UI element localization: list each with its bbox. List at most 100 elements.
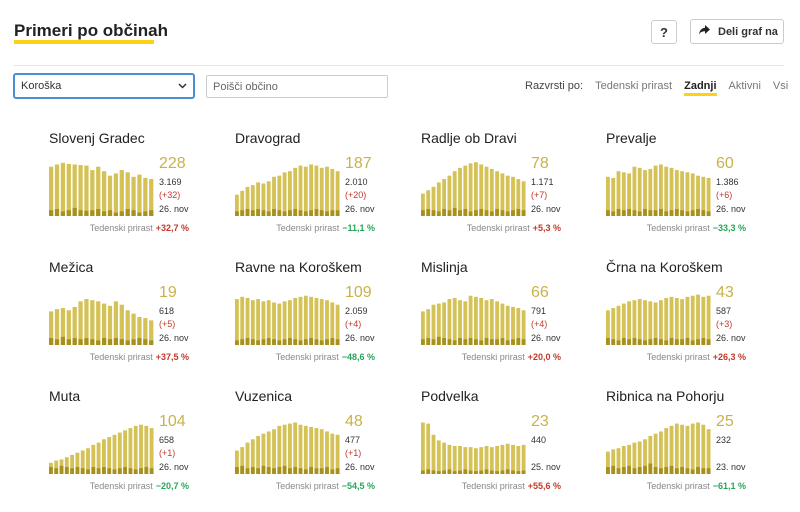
sparkline-bar-chart [235,295,340,345]
weekly-growth-label: Tedenski prirast [89,223,153,233]
bar [335,171,340,216]
bar-new-cases [256,468,261,474]
daily-change: (+6) [716,190,733,200]
municipality-card[interactable]: Prevalje 60 1.386 (+6) 26. nov Tedenski prira… [606,130,776,240]
bar-new-cases [149,210,154,216]
bar [484,446,489,474]
sparkline-bar-chart [421,422,526,474]
bar-new-cases [627,209,632,216]
bar [250,439,255,474]
bar [256,299,261,345]
bar-new-cases [282,211,287,216]
municipality-card[interactable]: Mislinja 66 791 (+4) 26. nov Tedenski prirast… [421,259,591,369]
bar [690,423,695,474]
bar [123,430,128,474]
municipality-card[interactable]: Mežica 19 618 (+5) 26. nov Tedenski prirast +3… [49,259,219,369]
bar-new-cases [690,210,695,216]
bar-new-cases [479,340,484,345]
municipality-card[interactable]: Slovenj Gradec 228 3.169 (+32) 26. nov Tedens… [49,130,219,240]
bar-new-cases [452,207,457,216]
bar-new-cases [500,210,505,216]
bar [245,186,250,216]
bar [458,300,462,345]
weekly-growth: Tedenski prirast +37,5 % [90,352,189,362]
help-button[interactable]: ? [651,20,677,44]
bar-new-cases [511,210,515,216]
total-cases: 2.010 [345,177,368,187]
bar-new-cases [54,209,60,216]
bar [119,170,124,216]
bar [288,300,292,345]
bar-new-cases [240,465,245,474]
bar [330,302,335,345]
bar [426,423,431,474]
bar [272,429,276,474]
bar [277,425,282,474]
bar [611,177,616,216]
last-update-date: 25. nov [531,462,561,472]
sort-controls: Razvrsti po: Tedenski prirast Zadnji Akt… [525,80,788,96]
bar-new-cases [442,470,447,474]
bar-new-cases [86,469,90,474]
sort-option-active[interactable]: Aktivni [728,80,761,92]
municipality-card[interactable]: Muta 104 658 (+1) 26. nov Tedenski prirast −20… [49,388,219,498]
bar [240,296,245,345]
municipality-name: Podvelka [421,388,479,404]
bar-new-cases [495,339,500,345]
weekly-growth: Tedenski prirast −54,5 % [276,481,375,491]
bar [96,166,101,216]
bar-new-cases [119,339,124,345]
municipality-card[interactable]: Podvelka 23 440 25. nov Tedenski prirast +55,… [421,388,591,498]
bar-new-cases [452,340,457,345]
bar [436,440,441,474]
municipality-card[interactable]: Ravne na Koroškem 109 2.059 (+4) 26. nov Tede… [235,259,405,369]
bar [314,297,319,345]
municipality-name: Črna na Koroškem [606,259,723,275]
municipality-card[interactable]: Črna na Koroškem 43 587 (+3) 26. nov Tedenski… [606,259,776,369]
bar-new-cases [701,468,706,474]
bar-new-cases [240,210,245,216]
bar [659,300,663,345]
search-input[interactable] [206,75,388,98]
bar-new-cases [84,338,89,345]
sort-option-weekly-growth[interactable]: Tedenski prirast [595,80,673,92]
sort-option-all[interactable]: Vsi [772,80,789,92]
bar-new-cases [484,338,489,345]
bar-new-cases [96,340,101,345]
sort-option-latest[interactable]: Zadnji [684,80,717,96]
municipality-card[interactable]: Radlje ob Dravi 78 1.171 (+7) 26. nov Tedensk… [421,130,591,240]
bar-new-cases [484,210,489,216]
bar [643,439,647,474]
bar-new-cases [298,210,303,216]
bar-new-cases [314,468,319,474]
bar-new-cases [426,338,431,345]
bar-new-cases [303,469,308,474]
share-button[interactable]: Deli graf na [690,19,784,44]
bar-new-cases [606,210,610,216]
active-cases: 25 [716,413,734,430]
municipality-card[interactable]: Ribnica na Pohorju 25 232 23. nov Tedenski p… [606,388,776,498]
bar-new-cases [272,209,276,216]
active-cases: 43 [716,284,734,301]
bar [426,309,431,345]
bar-new-cases [516,209,521,216]
bar [421,422,425,474]
bar [128,428,133,474]
bar [113,173,119,216]
weekly-growth: Tedenski prirast −61,1 % [647,481,746,491]
bar-new-cases [250,467,255,474]
bar-new-cases [611,465,616,474]
bar-new-cases [505,469,510,474]
bar [500,173,505,216]
bar [235,299,239,345]
bar-new-cases [653,338,658,345]
municipality-card[interactable]: Dravograd 187 2.010 (+20) 26. nov Tedenski pr… [235,130,405,240]
weekly-growth-label: Tedenski prirast [461,481,525,491]
bar-new-cases [500,338,505,345]
bar-new-cases [49,338,54,345]
bar [680,299,685,345]
bar-new-cases [685,338,690,345]
bar [436,303,441,345]
municipality-card[interactable]: Vuzenica 48 477 (+1) 26. nov Tedenski prirast… [235,388,405,498]
region-select[interactable]: Koroška [13,73,195,99]
